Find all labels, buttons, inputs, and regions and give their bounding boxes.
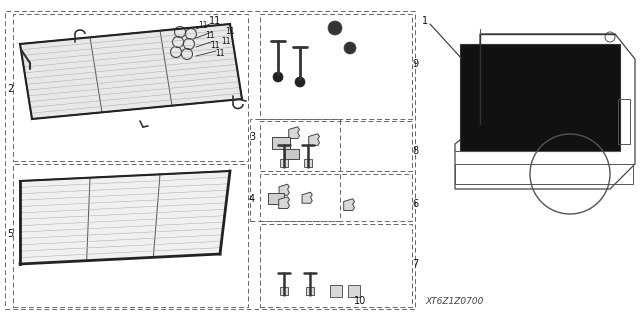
- Polygon shape: [289, 127, 300, 138]
- Bar: [618, 99, 630, 144]
- Bar: [280, 287, 288, 295]
- Text: 11: 11: [221, 36, 231, 46]
- Text: 5: 5: [7, 229, 13, 239]
- Polygon shape: [302, 192, 312, 203]
- Text: 11: 11: [205, 32, 215, 41]
- Text: 11: 11: [225, 26, 235, 35]
- Text: 8: 8: [412, 146, 418, 156]
- Circle shape: [328, 21, 342, 35]
- Polygon shape: [308, 134, 319, 145]
- Text: XT6Z1Z0700: XT6Z1Z0700: [426, 296, 484, 306]
- Polygon shape: [20, 24, 242, 119]
- Text: 11: 11: [211, 41, 220, 50]
- Bar: [280, 159, 288, 167]
- Bar: [272, 137, 290, 149]
- Polygon shape: [279, 184, 289, 195]
- Bar: [285, 149, 299, 159]
- Text: 11: 11: [198, 21, 208, 31]
- Circle shape: [344, 42, 356, 54]
- Text: 6: 6: [412, 199, 418, 209]
- Bar: [330, 285, 342, 297]
- Text: 4: 4: [249, 194, 255, 204]
- Text: 7: 7: [412, 259, 418, 269]
- Text: 11: 11: [215, 49, 225, 58]
- Bar: [304, 159, 312, 167]
- Bar: [455, 164, 633, 184]
- Text: 2: 2: [7, 84, 13, 94]
- Text: 3: 3: [249, 132, 255, 142]
- Bar: [306, 287, 314, 295]
- Polygon shape: [344, 199, 355, 211]
- Polygon shape: [460, 44, 620, 151]
- Text: 10: 10: [354, 296, 366, 306]
- Polygon shape: [20, 171, 230, 264]
- Bar: [348, 285, 360, 297]
- Polygon shape: [278, 197, 289, 209]
- Text: 1: 1: [422, 16, 428, 26]
- Circle shape: [295, 77, 305, 87]
- Text: 11: 11: [209, 16, 221, 26]
- Text: 9: 9: [412, 59, 418, 69]
- Bar: [268, 193, 284, 204]
- Circle shape: [273, 72, 283, 82]
